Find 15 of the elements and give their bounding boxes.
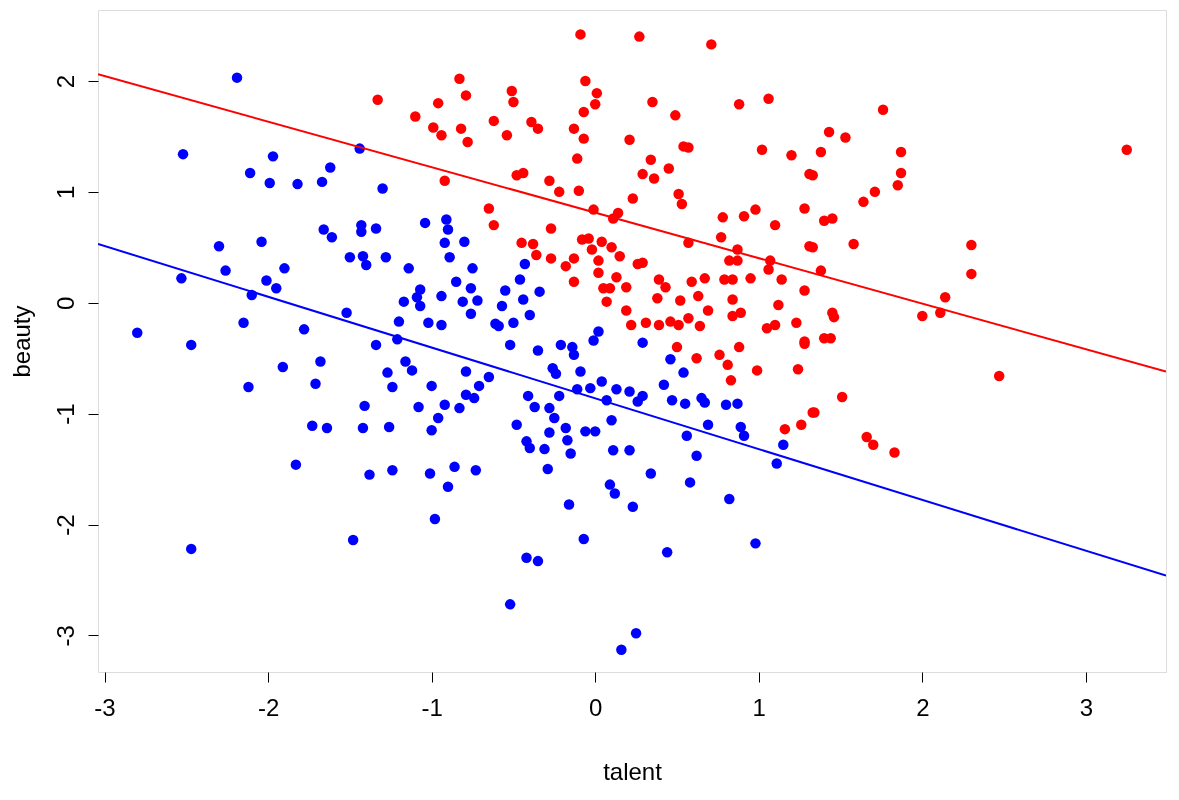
x-tick-label: 0 [589,693,603,721]
x-axis-title: talent [603,757,663,785]
y-tick-label: -1 [51,403,79,425]
x-tick-label: -1 [421,693,443,721]
y-axis-title: beauty [7,305,35,378]
x-tick-label: -3 [94,693,116,721]
x-tick-label: -2 [257,693,280,721]
x-tick-label: 3 [1079,693,1094,721]
y-tick-label: 1 [51,185,79,200]
y-tick-label: 0 [51,296,79,310]
y-tick-label: -2 [51,514,79,536]
x-tick-label: 1 [752,693,766,721]
x-tick-label: 2 [916,693,930,721]
y-tick-label: 2 [51,74,79,89]
y-tick-label: -3 [51,625,79,647]
